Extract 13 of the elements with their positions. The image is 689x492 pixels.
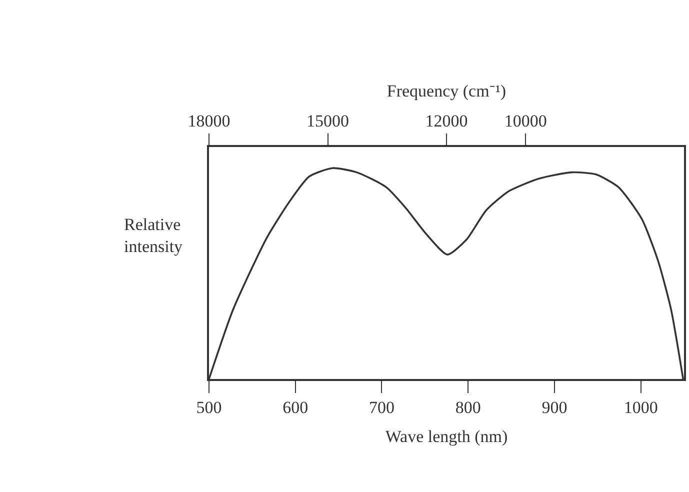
x-tick-label: 600 xyxy=(282,398,308,418)
x2-tick-label: 18000 xyxy=(188,111,230,130)
x-tick-label: 900 xyxy=(542,398,568,418)
x2-axis-title: Frequency (cm⁻¹) xyxy=(386,82,506,100)
x2-tick-label: 10000 xyxy=(504,111,547,130)
x2-tick-label: 15000 xyxy=(306,111,349,130)
x2-tick-label: 12000 xyxy=(425,111,468,130)
x-axis-title: Wave length (nm) xyxy=(385,427,508,446)
y-axis-title: Relative intensity xyxy=(124,215,184,256)
x-tick-label: 800 xyxy=(455,398,481,418)
x-tick-label: 500 xyxy=(196,398,222,418)
x-tick-label: 1000 xyxy=(624,398,658,418)
x-tick-label: 700 xyxy=(368,398,394,418)
